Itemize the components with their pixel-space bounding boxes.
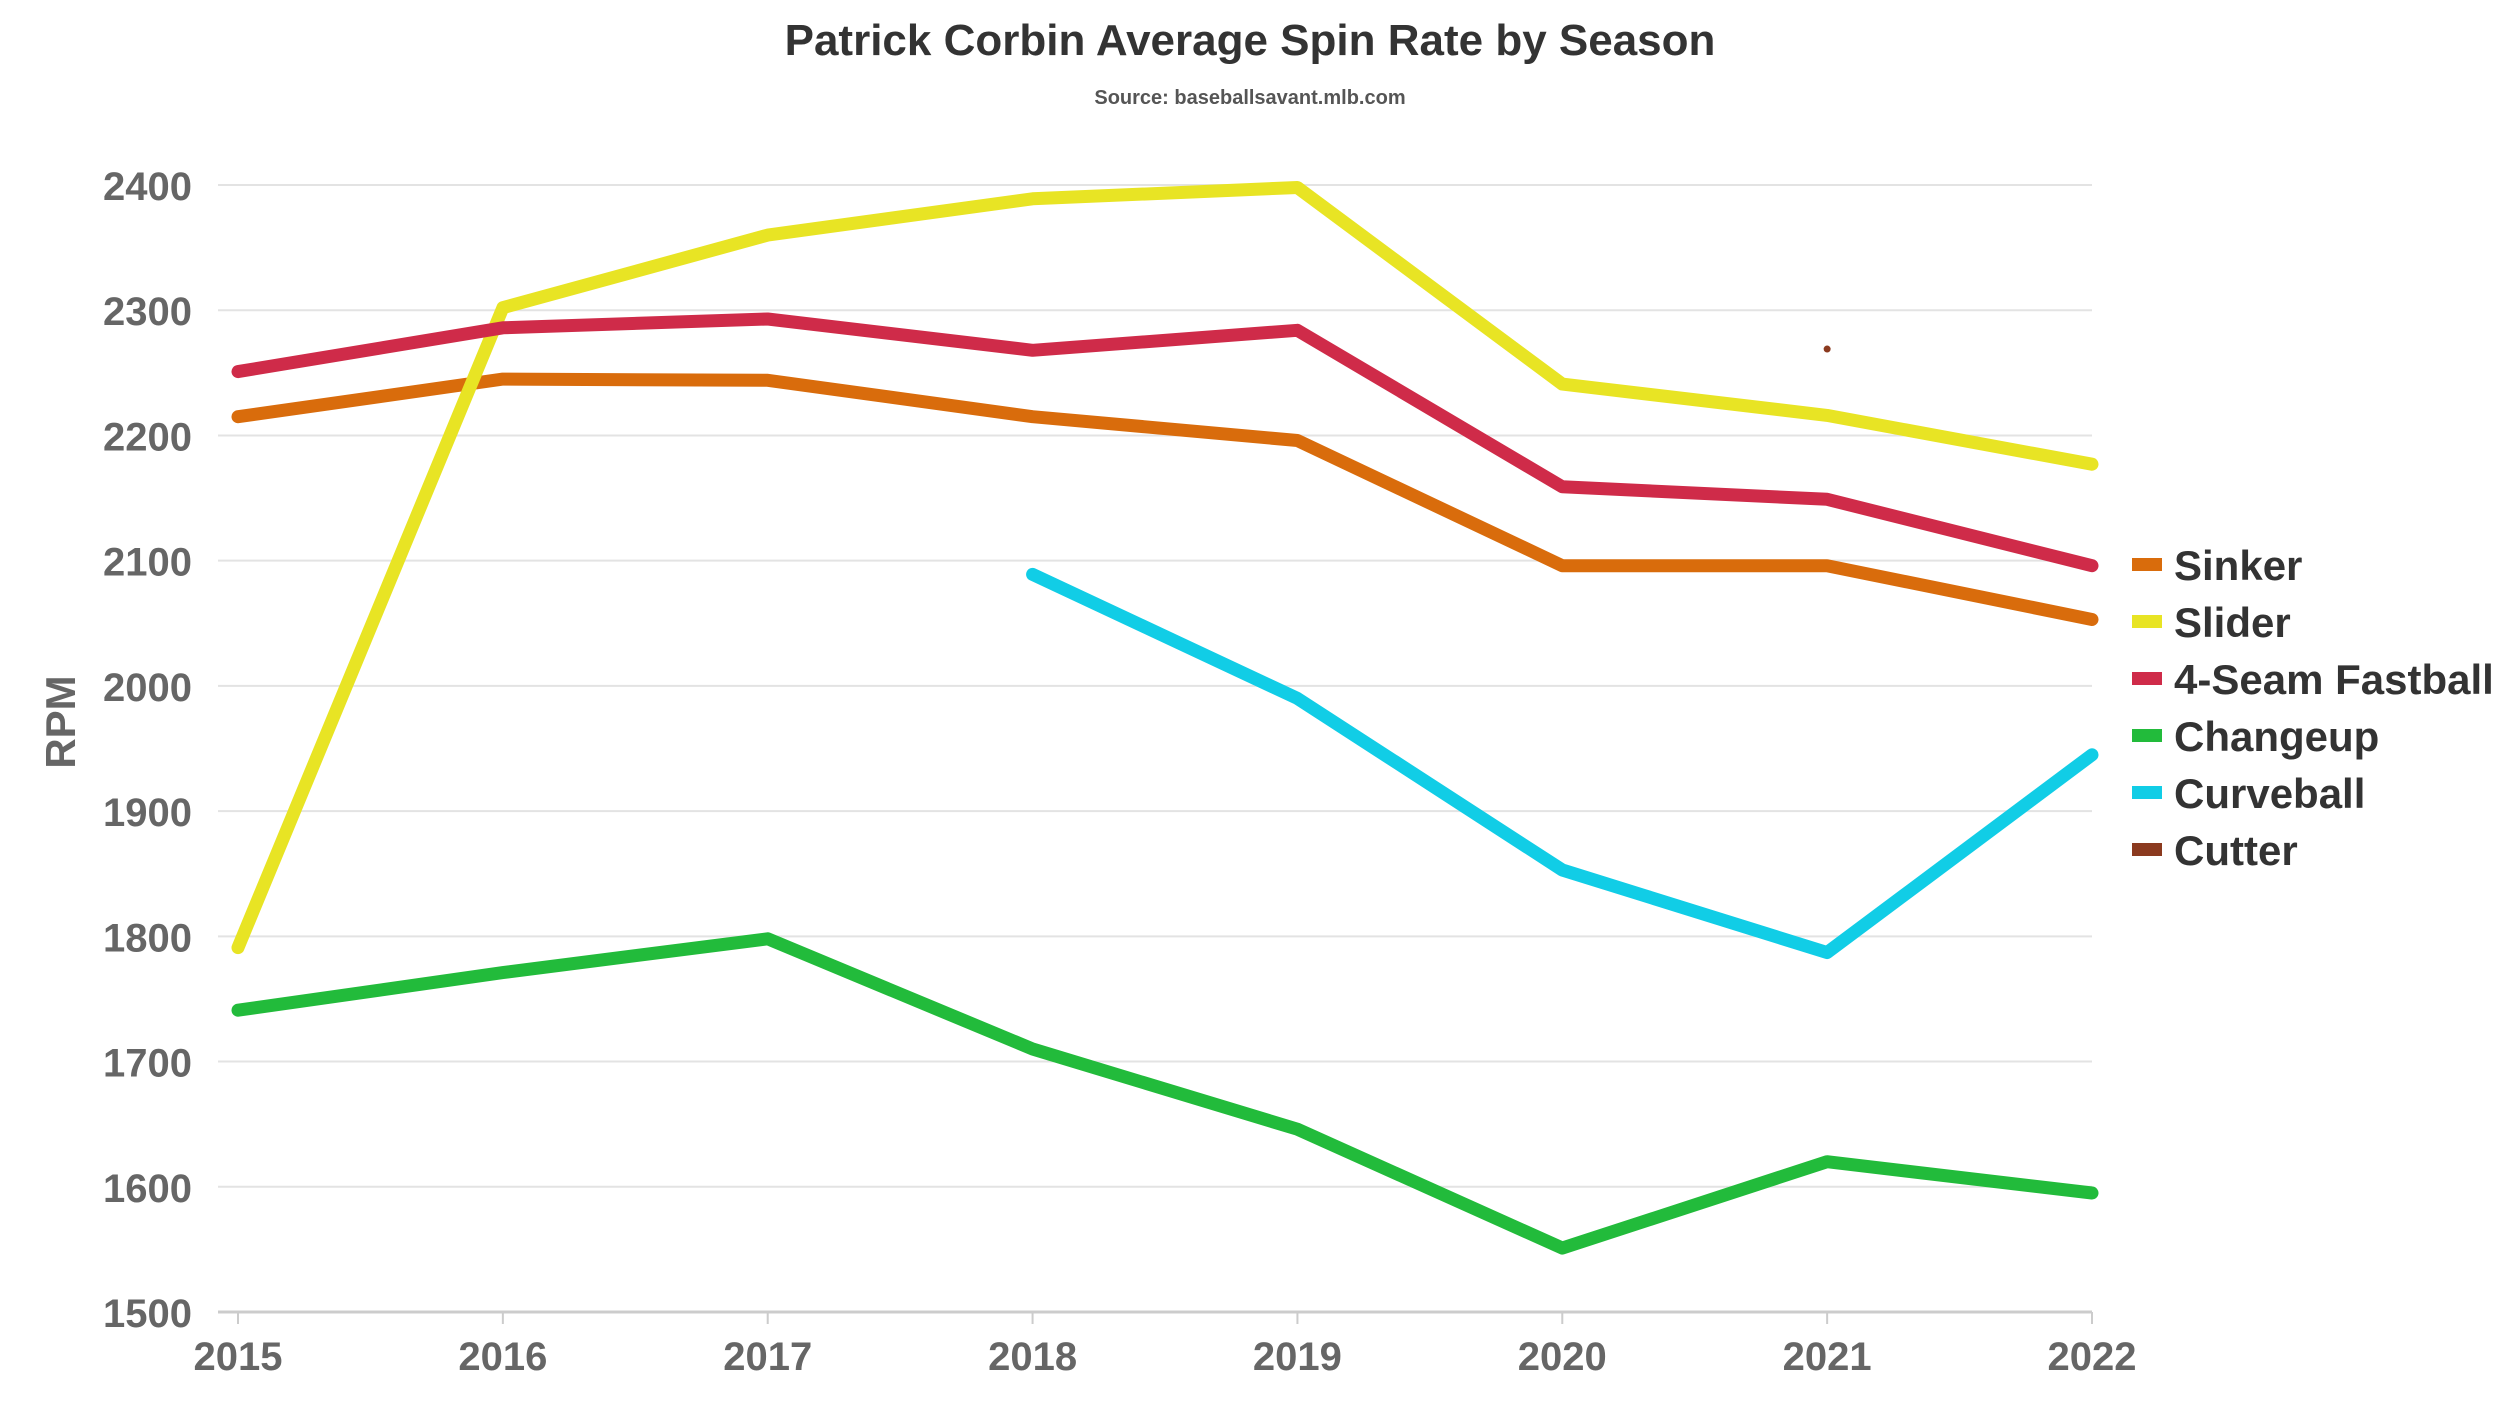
legend-label-cutter: Cutter xyxy=(2174,827,2298,874)
x-tick-label: 2017 xyxy=(723,1335,812,1379)
x-tick-label: 2022 xyxy=(2048,1335,2137,1379)
legend-swatch-sinker xyxy=(2132,558,2162,571)
legend-label-4-seam-fastball: 4-Seam Fastball xyxy=(2174,656,2494,703)
legend-swatch-changeup xyxy=(2132,729,2162,742)
gridlines xyxy=(218,184,2092,1314)
series-point-cutter xyxy=(1823,345,1831,353)
x-tick-label: 2021 xyxy=(1783,1335,1872,1379)
x-axis-ticks: 2015 2016 2017 2018 2019 2020 2021 2022 xyxy=(194,1312,2137,1379)
y-tick-label: 2000 xyxy=(103,666,192,710)
y-axis-ticks: 1500 1600 1700 1800 1900 2000 2100 2200 2300 2400 xyxy=(103,165,192,1336)
series-line-slider xyxy=(231,181,2099,955)
legend-label-slider: Slider xyxy=(2174,599,2291,646)
chart-title: Patrick Corbin Average Spin Rate by Seas… xyxy=(785,16,1716,65)
legend-swatch-slider xyxy=(2132,615,2162,628)
x-tick-label: 2018 xyxy=(988,1335,1077,1379)
y-tick-label: 1500 xyxy=(103,1292,192,1336)
y-tick-label: 1700 xyxy=(103,1042,192,1086)
legend-swatch-4-seam-fastball xyxy=(2132,672,2162,685)
x-tick-label: 2019 xyxy=(1253,1335,1342,1379)
legend-swatch-cutter xyxy=(2132,843,2162,856)
legend-label-curveball: Curveball xyxy=(2174,770,2365,817)
chart-subtitle: Source: baseballsavant.mlb.com xyxy=(1094,87,1405,109)
y-tick-label: 2100 xyxy=(103,541,192,585)
y-tick-label: 1900 xyxy=(103,791,192,835)
legend-swatch-curveball xyxy=(2132,786,2162,799)
series-lines xyxy=(231,181,2099,1255)
series-line-sinker xyxy=(231,372,2099,626)
x-tick-label: 2020 xyxy=(1518,1335,1607,1379)
x-tick-label: 2016 xyxy=(458,1335,547,1379)
series-line-curveball xyxy=(1026,567,2099,960)
legend: Sinker Slider 4-Seam Fastball Changeup Curve… xyxy=(2132,542,2494,874)
legend-label-sinker: Sinker xyxy=(2174,542,2302,589)
legend-label-changeup: Changeup xyxy=(2174,713,2379,760)
y-tick-label: 2300 xyxy=(103,290,192,334)
x-tick-label: 2015 xyxy=(194,1335,283,1379)
y-axis-title: RPM xyxy=(37,675,84,768)
y-tick-label: 2200 xyxy=(103,415,192,459)
y-tick-label: 2400 xyxy=(103,165,192,209)
series-line-4-seam-fastball xyxy=(231,312,2099,573)
y-tick-label: 1800 xyxy=(103,916,192,960)
y-tick-label: 1600 xyxy=(103,1167,192,1211)
series-line-changeup xyxy=(231,932,2099,1255)
